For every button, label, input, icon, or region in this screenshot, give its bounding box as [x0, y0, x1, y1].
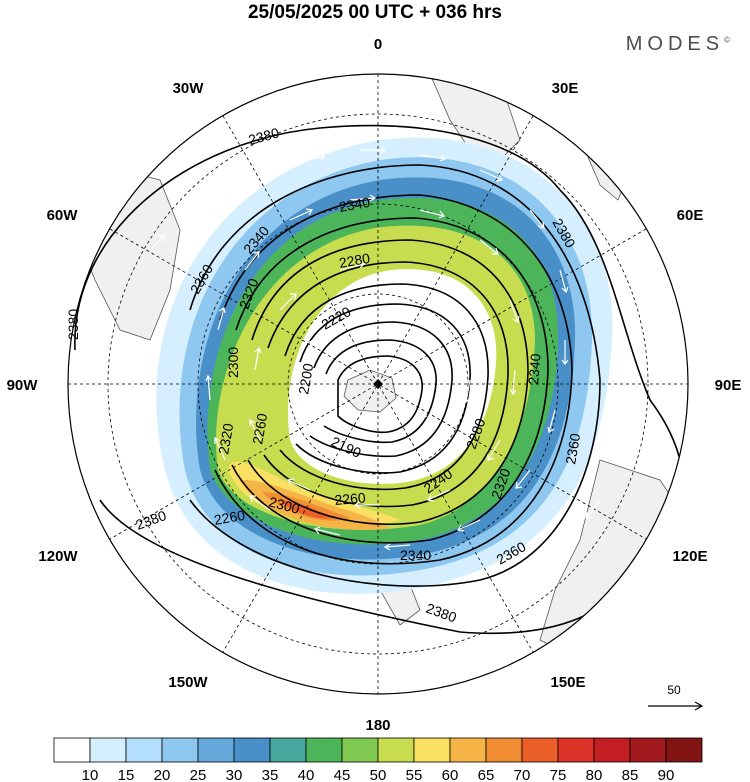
lon-label-60w: 60W	[47, 207, 79, 224]
colorbar-tick-label: 45	[334, 767, 351, 782]
map-title: 25/05/2025 00 UTC + 036 hrs	[247, 2, 503, 23]
contour-label: 2340	[400, 547, 431, 563]
contour-2260	[279, 283, 489, 491]
colorbar-swatch	[53, 737, 91, 763]
colorbar-tick-label: 70	[514, 767, 531, 782]
contour-label: 2200	[295, 362, 316, 396]
copyright-mark: ©	[724, 35, 730, 45]
contour-2220	[309, 321, 453, 458]
contour-2340	[214, 194, 573, 565]
contour-label: 2380	[424, 600, 459, 626]
colorbar-swatch	[413, 737, 451, 763]
colorbar-swatch	[197, 737, 235, 763]
lon-label-90w: 90W	[7, 377, 39, 394]
contour-2190	[337, 355, 423, 434]
contour-label: 2340	[338, 194, 372, 215]
lon-label-150w: 150W	[168, 674, 208, 691]
lon-label-30w: 30W	[173, 80, 205, 97]
reference-vector-label: 50	[667, 683, 681, 697]
colorbar-tick-label: 35	[262, 767, 279, 782]
contour-2280	[263, 261, 509, 508]
colorbar-tick-label: 55	[406, 767, 423, 782]
contour-label: 2260	[249, 412, 270, 446]
contour-label: 2300	[225, 347, 241, 378]
colorbar-tick-label: 65	[478, 767, 495, 782]
lon-label-150e: 150E	[550, 674, 585, 691]
contour-2240	[295, 303, 471, 474]
colorbar-swatch	[89, 737, 127, 763]
colorbar-tick-label: 30	[226, 767, 243, 782]
contour-2360	[189, 164, 601, 587]
colorbar-tick-label: 90	[658, 767, 675, 782]
colorbar-swatch	[125, 737, 163, 763]
contour-label: 2260	[213, 507, 247, 528]
lon-label-180: 180	[365, 717, 390, 734]
colorbar-swatch	[341, 737, 379, 763]
colorbar-swatch	[593, 737, 631, 763]
colorbar-swatch	[629, 737, 667, 763]
contour-label: 2300	[267, 493, 301, 517]
wind-vectors	[149, 146, 620, 622]
contour-label: 2380	[65, 309, 81, 340]
colorbar-swatch	[557, 737, 595, 763]
contour-2320	[231, 217, 549, 544]
colorbar-swatch	[485, 737, 523, 763]
colorbar-tick-label: 85	[622, 767, 639, 782]
lon-label-60e: 60E	[677, 207, 704, 224]
lon-label-90e: 90E	[715, 377, 742, 394]
colorbar-tick-label: 75	[550, 767, 567, 782]
contour-label: 2190	[329, 433, 364, 461]
colorbar-swatch	[449, 737, 487, 763]
colorbar-tick-label: 80	[586, 767, 603, 782]
reference-vector: 50	[648, 683, 704, 711]
lon-label-0: 0	[374, 36, 382, 53]
colorbar-swatch	[233, 737, 271, 763]
colorbar-tick-label: 20	[154, 767, 171, 782]
colorbar-tick-label: 25	[190, 767, 207, 782]
contour-label: 2280	[338, 250, 372, 271]
contour-2380-a	[74, 124, 561, 351]
contour-label: 2260	[334, 489, 367, 508]
contour-label: 2340	[525, 353, 544, 386]
map-boundary	[67, 73, 689, 695]
colorbar-tick-label: 15	[118, 767, 135, 782]
contour-label: 2320	[215, 422, 236, 456]
brand-name: MODES	[625, 33, 725, 55]
colorbar-swatch	[665, 737, 703, 763]
contour-label: 2380	[247, 124, 281, 148]
brand-logo: MODES©	[626, 33, 730, 56]
contour-label: 2360	[562, 432, 583, 466]
colorbar-swatch	[521, 737, 559, 763]
map-disc	[68, 74, 688, 694]
lon-label-120w: 120W	[38, 548, 78, 565]
contour-2300	[247, 239, 529, 526]
lon-label-30e: 30E	[552, 80, 579, 97]
land-south-america	[74, 169, 181, 341]
colorbar-swatch	[269, 737, 307, 763]
colorbar-swatch	[305, 737, 343, 763]
south-pole-marker	[373, 379, 383, 389]
lon-label-120e: 120E	[672, 548, 707, 565]
colorbar: 10 15 20 25 30 35 40 45 50 55 60 65 70 75 80 85 90	[53, 737, 703, 782]
colorbar-tick-label: 60	[442, 767, 459, 782]
colorbar-tick-label: 10	[82, 767, 99, 782]
longitude-labels: 0 30E 60E 90E 120E 150E 180 150W 120W 90…	[7, 36, 742, 734]
colorbar-swatch	[161, 737, 199, 763]
contour-label: 2380	[134, 507, 169, 533]
contour-2200	[323, 339, 437, 444]
reference-vector-arrow	[648, 701, 704, 711]
land-antarctica	[343, 369, 397, 413]
land-madagascar	[584, 144, 631, 201]
colorbar-tick-label: 50	[370, 767, 387, 782]
colorbar-tick-label: 40	[298, 767, 315, 782]
colorbar-swatch	[377, 737, 415, 763]
